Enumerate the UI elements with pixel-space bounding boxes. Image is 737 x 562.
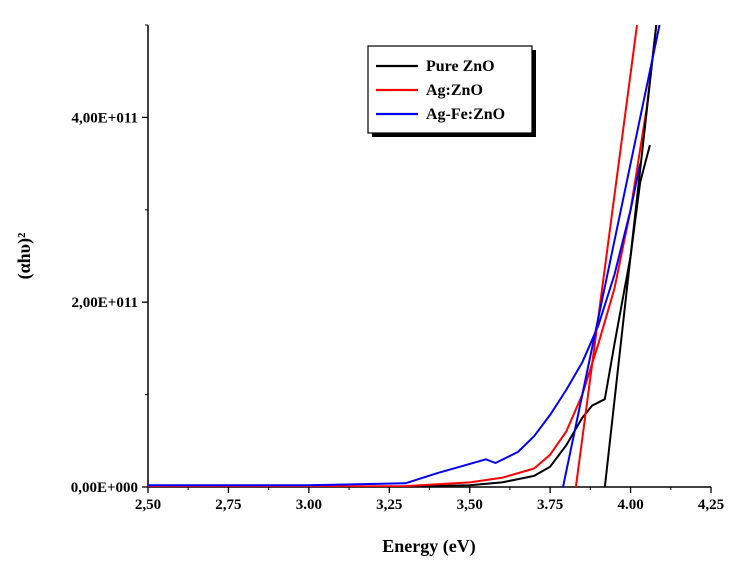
x-tick-label: 4.00 — [617, 497, 643, 513]
series-group — [148, 25, 658, 487]
x-tick-label: 4,25 — [698, 497, 724, 513]
y-tick-label: 0,00E+000 — [71, 480, 138, 496]
x-tick-label: 2,75 — [215, 497, 241, 513]
y-tick-labels: 0,00E+000 2,00E+011 4,00E+011 — [71, 110, 138, 496]
x-tick-label: 3.00 — [296, 497, 322, 513]
x-tick-labels: 2,50 2,75 3.00 3,25 3,50 3.75 4.00 4,25 — [135, 497, 724, 513]
x-tick-label: 2,50 — [135, 497, 161, 513]
x-tick-label: 3,25 — [376, 497, 402, 513]
x-tick-label: 3.75 — [537, 497, 563, 513]
x-axis-title: Energy (eV) — [382, 536, 475, 557]
tangent-lines — [562, 25, 661, 487]
tangent-line — [603, 25, 658, 487]
y-tick-label: 2,00E+011 — [72, 295, 138, 311]
legend-label: Ag:ZnO — [426, 82, 483, 99]
series-line-pure-zno — [148, 144, 651, 487]
series-line-ag-fe-zno — [148, 163, 642, 487]
x-tick-label: 3,50 — [457, 497, 483, 513]
y-axis-title: (αhυ)² — [14, 233, 35, 280]
tangent-line — [562, 25, 661, 487]
legend-label: Pure ZnO — [426, 58, 495, 75]
legend: Pure ZnO Ag:ZnO Ag-Fe:ZnO — [367, 45, 536, 137]
tangent-line — [574, 25, 638, 487]
y-tick-label: 4,00E+011 — [72, 110, 138, 126]
legend-items: Pure ZnO Ag:ZnO Ag-Fe:ZnO — [376, 58, 505, 123]
tick-marks — [142, 24, 712, 493]
legend-label: Ag-Fe:ZnO — [426, 106, 505, 123]
